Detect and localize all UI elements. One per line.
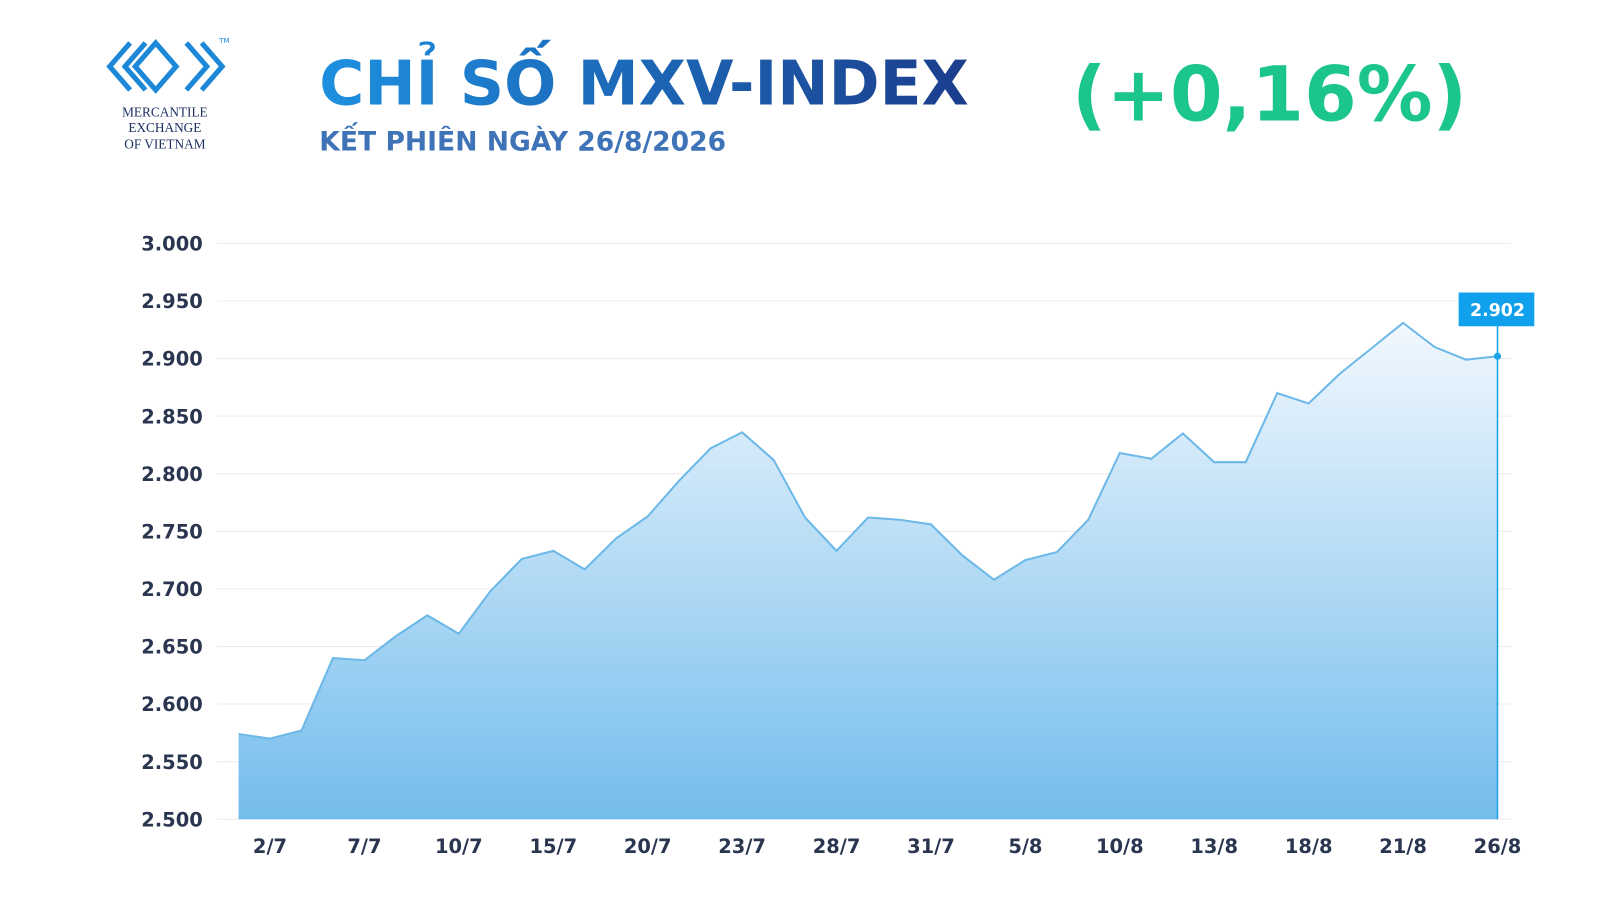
y-tick-label: 2.500 [141, 808, 202, 831]
plot: 2.500 2.550 2.600 2.650 2.700 2.750 2.800 2.850… [141, 233, 1535, 858]
y-tick-label: 2.600 [141, 693, 202, 716]
y-tick-label: 2.650 [141, 636, 202, 659]
value-label: 2.902 [1470, 301, 1525, 321]
x-tick-label: 15/7 [529, 835, 577, 858]
chart-subtitle: KẾT PHIÊN NGÀY 26/8/2026 [319, 122, 726, 157]
x-tick-label: 20/7 [624, 835, 672, 858]
x-tick-label: 10/8 [1096, 835, 1144, 858]
logo-text: OF VIETNAM [124, 136, 205, 151]
x-tick-label: 26/8 [1474, 835, 1522, 858]
area [238, 322, 1498, 820]
x-tick-label: 13/8 [1190, 835, 1238, 858]
y-tick-label: 2.550 [141, 751, 202, 774]
y-tick-label: 2.800 [141, 463, 202, 486]
x-tick-label: 23/7 [718, 835, 766, 858]
x-tick-label: 7/7 [347, 835, 381, 858]
x-tick-label: 28/7 [813, 835, 861, 858]
label-box [1458, 292, 1535, 327]
chart-title: CHỈ SỐ MXV-INDEX [319, 40, 969, 119]
logo-mark: TM [218, 36, 230, 45]
x-tick-label: 31/7 [907, 835, 955, 858]
y-tick-label: 3.000 [141, 233, 202, 256]
x-tick-label: 18/8 [1285, 835, 1333, 858]
y-tick-label: 2.900 [141, 348, 202, 371]
x-tick-label: 2/7 [253, 835, 287, 858]
x-tick-label: 10/7 [435, 835, 483, 858]
logo-text: MERCANTILE [122, 105, 208, 120]
y-tick-label: 2.950 [141, 290, 202, 313]
logo [106, 39, 226, 94]
point [1493, 352, 1502, 360]
y-tick-label: 2.750 [141, 520, 202, 543]
y-tick-label: 2.700 [141, 578, 202, 601]
line [238, 321, 1498, 740]
change-label: (+0,16%) [1072, 51, 1467, 139]
logo-text: EXCHANGE [128, 120, 201, 135]
y-tick-label: 2.850 [141, 405, 202, 428]
x-tick-label: 21/8 [1379, 835, 1427, 858]
x-tick-label: 5/8 [1008, 835, 1042, 858]
